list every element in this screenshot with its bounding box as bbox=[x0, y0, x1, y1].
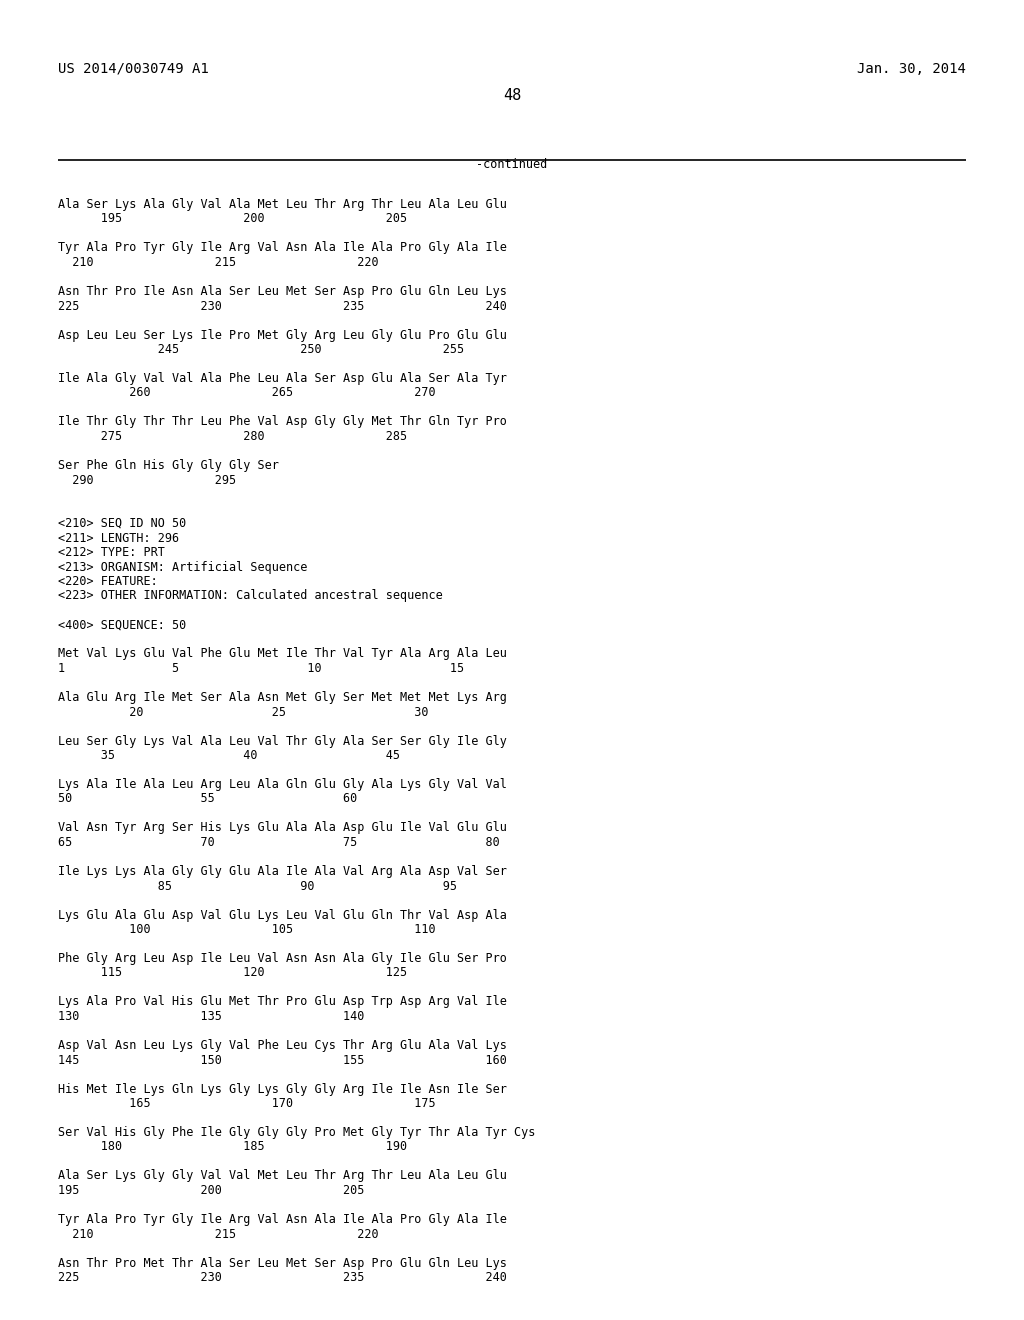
Text: Asp Val Asn Leu Lys Gly Val Phe Leu Cys Thr Arg Glu Ala Val Lys: Asp Val Asn Leu Lys Gly Val Phe Leu Cys … bbox=[58, 1039, 507, 1052]
Text: Leu Ser Gly Lys Val Ala Leu Val Thr Gly Ala Ser Ser Gly Ile Gly: Leu Ser Gly Lys Val Ala Leu Val Thr Gly … bbox=[58, 734, 507, 747]
Text: 180                 185                 190: 180 185 190 bbox=[58, 1140, 408, 1154]
Text: 1               5                  10                  15: 1 5 10 15 bbox=[58, 663, 464, 675]
Text: Ala Glu Arg Ile Met Ser Ala Asn Met Gly Ser Met Met Met Lys Arg: Ala Glu Arg Ile Met Ser Ala Asn Met Gly … bbox=[58, 690, 507, 704]
Text: 100                 105                 110: 100 105 110 bbox=[58, 923, 435, 936]
Text: 50                  55                  60: 50 55 60 bbox=[58, 792, 357, 805]
Text: His Met Ile Lys Gln Lys Gly Lys Gly Gly Arg Ile Ile Asn Ile Ser: His Met Ile Lys Gln Lys Gly Lys Gly Gly … bbox=[58, 1082, 507, 1096]
Text: Asn Thr Pro Ile Asn Ala Ser Leu Met Ser Asp Pro Glu Gln Leu Lys: Asn Thr Pro Ile Asn Ala Ser Leu Met Ser … bbox=[58, 285, 507, 298]
Text: <223> OTHER INFORMATION: Calculated ancestral sequence: <223> OTHER INFORMATION: Calculated ance… bbox=[58, 590, 442, 602]
Text: Met Val Lys Glu Val Phe Glu Met Ile Thr Val Tyr Ala Arg Ala Leu: Met Val Lys Glu Val Phe Glu Met Ile Thr … bbox=[58, 648, 507, 660]
Text: Jan. 30, 2014: Jan. 30, 2014 bbox=[857, 62, 966, 77]
Text: 225                 230                 235                 240: 225 230 235 240 bbox=[58, 300, 507, 313]
Text: <212> TYPE: PRT: <212> TYPE: PRT bbox=[58, 546, 165, 558]
Text: Ala Ser Lys Ala Gly Val Ala Met Leu Thr Arg Thr Leu Ala Leu Glu: Ala Ser Lys Ala Gly Val Ala Met Leu Thr … bbox=[58, 198, 507, 211]
Text: Ser Phe Gln His Gly Gly Gly Ser: Ser Phe Gln His Gly Gly Gly Ser bbox=[58, 459, 279, 473]
Text: Ile Ala Gly Val Val Ala Phe Leu Ala Ser Asp Glu Ala Ser Ala Tyr: Ile Ala Gly Val Val Ala Phe Leu Ala Ser … bbox=[58, 372, 507, 385]
Text: 20                  25                  30: 20 25 30 bbox=[58, 705, 428, 718]
Text: 275                 280                 285: 275 280 285 bbox=[58, 430, 408, 444]
Text: 260                 265                 270: 260 265 270 bbox=[58, 387, 435, 400]
Text: 210                 215                 220: 210 215 220 bbox=[58, 256, 379, 269]
Text: 195                 200                 205: 195 200 205 bbox=[58, 213, 408, 226]
Text: <210> SEQ ID NO 50: <210> SEQ ID NO 50 bbox=[58, 517, 186, 531]
Text: Asn Thr Pro Met Thr Ala Ser Leu Met Ser Asp Pro Glu Gln Leu Lys: Asn Thr Pro Met Thr Ala Ser Leu Met Ser … bbox=[58, 1257, 507, 1270]
Text: Ala Ser Lys Gly Gly Val Val Met Leu Thr Arg Thr Leu Ala Leu Glu: Ala Ser Lys Gly Gly Val Val Met Leu Thr … bbox=[58, 1170, 507, 1183]
Text: Lys Ala Ile Ala Leu Arg Leu Ala Gln Glu Gly Ala Lys Gly Val Val: Lys Ala Ile Ala Leu Arg Leu Ala Gln Glu … bbox=[58, 777, 507, 791]
Text: -continued: -continued bbox=[476, 158, 548, 172]
Text: Ser Val His Gly Phe Ile Gly Gly Gly Pro Met Gly Tyr Thr Ala Tyr Cys: Ser Val His Gly Phe Ile Gly Gly Gly Pro … bbox=[58, 1126, 536, 1139]
Text: Val Asn Tyr Arg Ser His Lys Glu Ala Ala Asp Glu Ile Val Glu Glu: Val Asn Tyr Arg Ser His Lys Glu Ala Ala … bbox=[58, 821, 507, 834]
Text: 130                 135                 140: 130 135 140 bbox=[58, 1010, 365, 1023]
Text: 210                 215                 220: 210 215 220 bbox=[58, 1228, 379, 1241]
Text: 195                 200                 205: 195 200 205 bbox=[58, 1184, 365, 1197]
Text: 85                  90                  95: 85 90 95 bbox=[58, 879, 457, 892]
Text: 48: 48 bbox=[503, 88, 521, 103]
Text: Ile Thr Gly Thr Thr Leu Phe Val Asp Gly Gly Met Thr Gln Tyr Pro: Ile Thr Gly Thr Thr Leu Phe Val Asp Gly … bbox=[58, 416, 507, 429]
Text: Phe Gly Arg Leu Asp Ile Leu Val Asn Asn Ala Gly Ile Glu Ser Pro: Phe Gly Arg Leu Asp Ile Leu Val Asn Asn … bbox=[58, 952, 507, 965]
Text: <400> SEQUENCE: 50: <400> SEQUENCE: 50 bbox=[58, 619, 186, 631]
Text: Lys Glu Ala Glu Asp Val Glu Lys Leu Val Glu Gln Thr Val Asp Ala: Lys Glu Ala Glu Asp Val Glu Lys Leu Val … bbox=[58, 908, 507, 921]
Text: 35                  40                  45: 35 40 45 bbox=[58, 748, 400, 762]
Text: 165                 170                 175: 165 170 175 bbox=[58, 1097, 435, 1110]
Text: Tyr Ala Pro Tyr Gly Ile Arg Val Asn Ala Ile Ala Pro Gly Ala Ile: Tyr Ala Pro Tyr Gly Ile Arg Val Asn Ala … bbox=[58, 242, 507, 255]
Text: 65                  70                  75                  80: 65 70 75 80 bbox=[58, 836, 500, 849]
Text: 145                 150                 155                 160: 145 150 155 160 bbox=[58, 1053, 507, 1067]
Text: Tyr Ala Pro Tyr Gly Ile Arg Val Asn Ala Ile Ala Pro Gly Ala Ile: Tyr Ala Pro Tyr Gly Ile Arg Val Asn Ala … bbox=[58, 1213, 507, 1226]
Text: US 2014/0030749 A1: US 2014/0030749 A1 bbox=[58, 62, 209, 77]
Text: Lys Ala Pro Val His Glu Met Thr Pro Glu Asp Trp Asp Arg Val Ile: Lys Ala Pro Val His Glu Met Thr Pro Glu … bbox=[58, 995, 507, 1008]
Text: 290                 295: 290 295 bbox=[58, 474, 237, 487]
Text: 115                 120                 125: 115 120 125 bbox=[58, 966, 408, 979]
Text: <220> FEATURE:: <220> FEATURE: bbox=[58, 576, 158, 587]
Text: Ile Lys Lys Ala Gly Gly Glu Ala Ile Ala Val Arg Ala Asp Val Ser: Ile Lys Lys Ala Gly Gly Glu Ala Ile Ala … bbox=[58, 865, 507, 878]
Text: <211> LENGTH: 296: <211> LENGTH: 296 bbox=[58, 532, 179, 544]
Text: Asp Leu Leu Ser Lys Ile Pro Met Gly Arg Leu Gly Glu Pro Glu Glu: Asp Leu Leu Ser Lys Ile Pro Met Gly Arg … bbox=[58, 329, 507, 342]
Text: <213> ORGANISM: Artificial Sequence: <213> ORGANISM: Artificial Sequence bbox=[58, 561, 307, 573]
Text: 245                 250                 255: 245 250 255 bbox=[58, 343, 464, 356]
Text: 225                 230                 235                 240: 225 230 235 240 bbox=[58, 1271, 507, 1284]
